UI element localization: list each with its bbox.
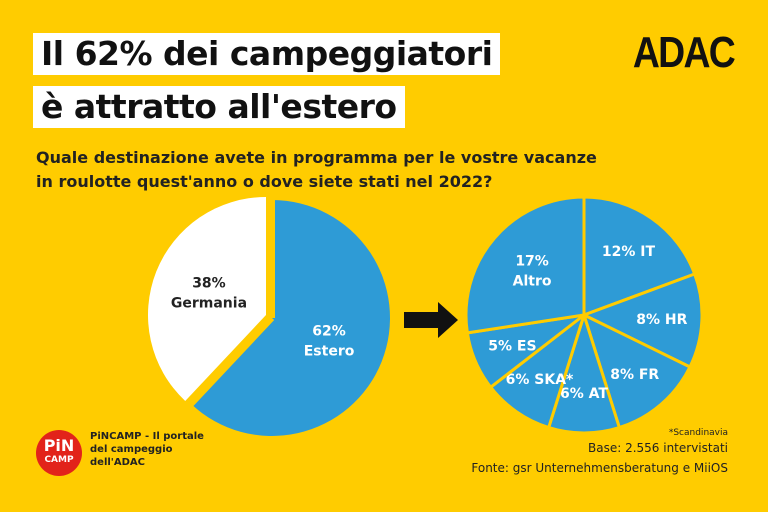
base: Base: 2.556 intervistati <box>588 441 728 455</box>
question-line-2: in roulotte quest'anno o dove siete stat… <box>36 172 493 191</box>
slice-label: 6% AT <box>560 386 608 402</box>
slice-label: Germania <box>171 295 247 311</box>
title-line-2: è attratto all'estero <box>33 86 405 128</box>
slice-label: 62% <box>312 324 346 340</box>
slice-label: 8% HR <box>636 312 687 328</box>
notes: *Scandinavia Base: 2.556 intervistati Fo… <box>471 428 728 478</box>
pincamp-logo-top: PiN <box>43 436 75 455</box>
pincamp-text: PiNCAMP - Il portale del campeggio dell'… <box>90 431 204 468</box>
source: Fonte: gsr Unternehmensberatung e MiiOS <box>471 461 728 475</box>
pincamp-brand: PiN CAMP PiNCAMP - Il portale del campeg… <box>36 430 210 476</box>
slice-label: 12% IT <box>602 244 656 260</box>
slice-label: Estero <box>304 344 355 360</box>
slice-label: 5% ES <box>488 339 536 355</box>
slice-label: 8% FR <box>610 367 659 383</box>
right-arrow-icon <box>404 302 458 338</box>
pincamp-logo: PiN CAMP <box>36 430 82 476</box>
slice-label: 38% <box>192 275 226 291</box>
adac-logo: ADAC <box>632 28 736 77</box>
pie-slice <box>582 195 697 317</box>
pie-slice-germania <box>147 197 266 402</box>
pie-slice <box>582 313 692 430</box>
question-line-1: Quale destinazione avete in programma pe… <box>36 148 597 167</box>
slice-label: 17% <box>515 253 549 269</box>
pie-slice <box>582 272 704 369</box>
footnote: *Scandinavia <box>668 428 728 438</box>
slice-label: 6% SKA* <box>506 372 574 388</box>
slice-label: Altro <box>513 273 552 289</box>
pie-slice <box>464 195 586 335</box>
pincamp-logo-bottom: CAMP <box>44 455 74 465</box>
slice-gap <box>187 315 275 408</box>
title-line-1: Il 62% dei campeggiatori <box>33 33 501 75</box>
survey-question: Quale destinazione avete in programma pe… <box>36 146 597 194</box>
pie-slice-estero <box>191 200 390 437</box>
